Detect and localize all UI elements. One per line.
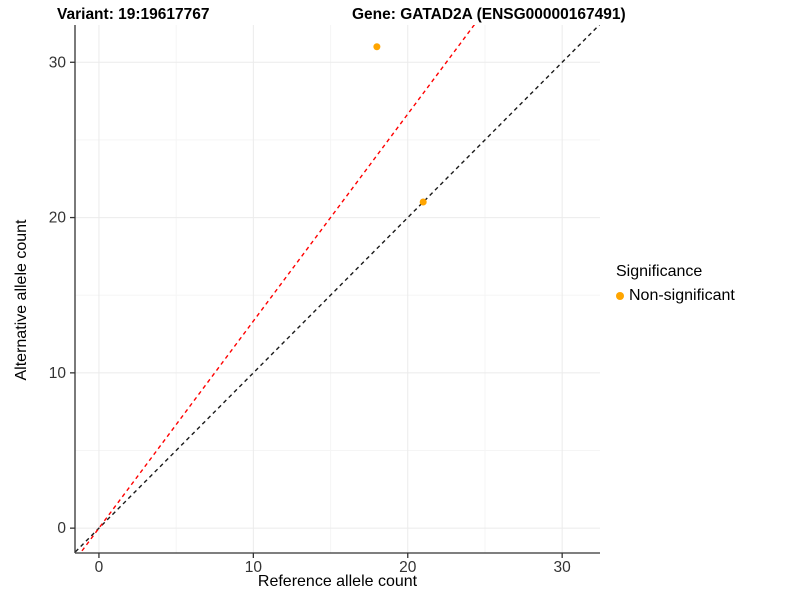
x-tick-label: 10 [245,559,263,576]
y-tick-label: 0 [57,520,66,537]
x-tick-label: 30 [554,559,572,576]
identity-line [75,25,600,553]
y-axis-title: Alternative allele count [13,219,30,381]
legend-item: Non-significant [616,287,735,305]
y-tick-label: 30 [49,54,67,71]
x-axis-title: Reference allele count [257,573,418,590]
legend: Significance Non-significant [616,263,735,305]
legend-point-icon [616,292,624,300]
y-tick-label: 10 [49,365,67,382]
x-tick-label: 0 [95,559,104,576]
data-point [373,43,381,51]
data-point [419,198,427,206]
expected-ratio-line [79,25,476,553]
legend-item-label: Non-significant [629,287,735,304]
y-tick-label: 20 [49,210,67,227]
legend-title: Significance [616,263,703,280]
x-tick-label: 20 [399,559,417,576]
variant-title: Variant: 19:19617767 [57,6,210,23]
gene-title: Gene: GATAD2A (ENSG00000167491) [352,6,626,23]
